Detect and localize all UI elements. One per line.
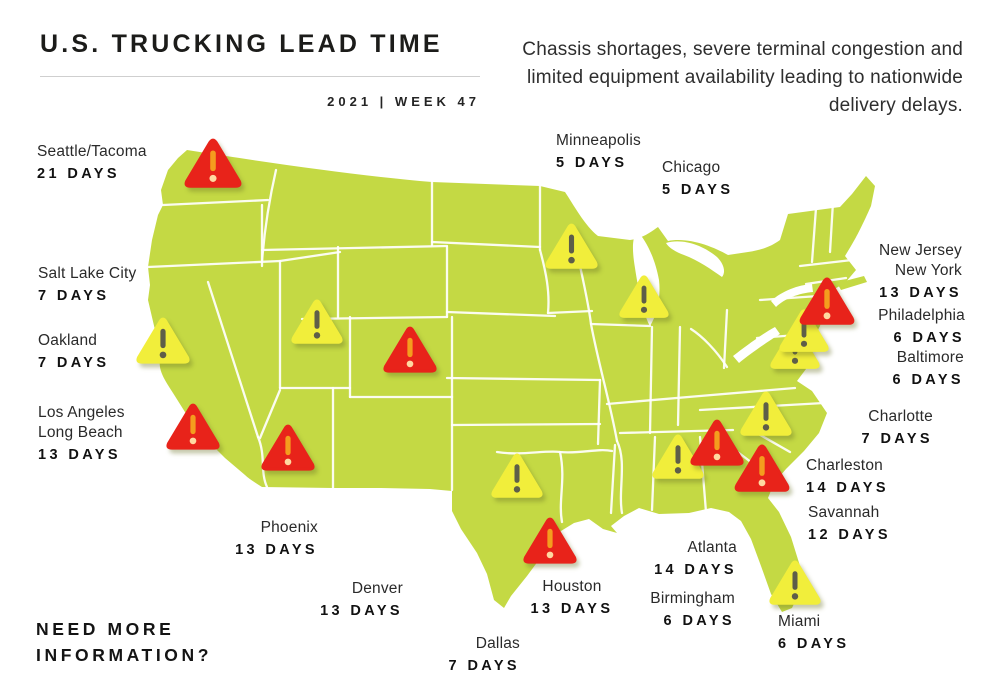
warning-marker-charlotte-yellow [740,390,792,437]
warning-marker-denver-red [383,325,437,374]
city-label-charleston: Charleston 14 DAYS [806,456,889,498]
footer-note-line1: NEED MORE [36,619,175,639]
city-name: Denver [351,580,403,597]
city-label-denver: Denver 13 DAYS [320,579,403,621]
city-label-baltimore: Baltimore 6 DAYS [893,348,964,390]
warning-marker-atlanta-red [690,418,744,467]
warning-marker-minneapolis-yellow [544,222,598,270]
lead-time-days: 6 DAYS [663,613,735,629]
lead-time-days: 5 DAYS [662,182,734,198]
footer-note: NEED MORE INFORMATION? [36,616,212,668]
warning-marker-houston-red [523,516,577,565]
state-borders [146,168,854,524]
lead-time-days: 7 DAYS [38,288,110,304]
city-label-houston: Houston 13 DAYS [462,577,682,619]
city-label-new-jersey-new-york: New Jersey New York 13 DAYS [879,241,962,303]
city-name: Charlotte [868,408,933,425]
lake-erie [733,327,780,363]
city-label-phoenix: Phoenix 13 DAYS [235,518,318,560]
lead-time-days: 7 DAYS [38,355,110,371]
lake-huron [666,241,725,277]
city-label-philadelphia: Philadelphia 6 DAYS [878,306,965,348]
lead-time-days: 12 DAYS [808,527,891,543]
warning-marker-oakland-yellow [136,316,190,365]
lead-time-days: 6 DAYS [892,372,964,388]
warning-marker-new-jersey-new-york-red [799,276,855,326]
city-label-seattle-tacoma: Seattle/Tacoma 21 DAYS [37,142,147,184]
city-name: Chicago [662,159,721,176]
city-name: Oakland [38,332,98,349]
warning-marker-dallas-yellow [491,452,543,499]
lead-time-days: 21 DAYS [37,166,120,182]
page-title: U.S. TRUCKING LEAD TIME [40,30,443,58]
city-name: Phoenix [260,519,318,536]
city-name: Los Angeles [38,404,125,421]
city-name: Long Beach [38,424,123,441]
city-name: Houston [542,578,602,595]
lead-time-days: 6 DAYS [778,636,850,652]
warning-marker-salt-lake-city-yellow [291,298,343,345]
city-name: Miami [778,613,821,630]
warning-marker-los-angeles-long-beach-red [166,402,220,451]
warning-marker-phoenix-red [261,423,315,472]
lead-time-days: 13 DAYS [879,285,962,301]
city-name: New Jersey [879,242,962,259]
city-label-birmingham: Birmingham 6 DAYS [650,589,735,631]
city-label-dallas: Dallas 7 DAYS [449,634,520,676]
title-divider [40,76,480,77]
city-name: Minneapolis [556,132,641,149]
summary-text: Chassis shortages, severe terminal conge… [522,39,963,116]
city-label-los-angeles-long-beach: Los Angeles Long Beach 13 DAYS [38,403,125,465]
lead-time-days: 13 DAYS [320,603,403,619]
city-name: Atlanta [687,539,737,556]
city-label-oakland: Oakland 7 DAYS [38,331,109,373]
city-label-savannah: Savannah 12 DAYS [808,503,891,545]
lead-time-days: 14 DAYS [806,480,889,496]
lake-ontario [771,284,813,307]
warning-marker-birmingham-yellow [652,433,704,480]
report-period: 2021 | WEEK 47 [327,94,480,109]
city-label-charlotte: Charlotte 7 DAYS [862,407,933,449]
long-island [837,276,867,290]
city-label-chicago: Chicago 5 DAYS [662,158,733,200]
lead-time-days: 13 DAYS [530,601,614,617]
city-name: Birmingham [650,590,735,607]
city-name: Salt Lake City [38,265,137,282]
city-name: Savannah [808,504,880,521]
city-name: Baltimore [896,349,964,366]
city-name: Seattle/Tacoma [37,143,147,160]
city-label-miami: Miami 6 DAYS [778,612,849,654]
lead-time-days: 5 DAYS [556,155,628,171]
city-label-minneapolis: Minneapolis 5 DAYS [556,131,641,173]
lead-time-days: 14 DAYS [654,562,737,578]
warning-marker-miami-yellow [769,559,821,606]
us-landmass [148,150,875,612]
lead-time-days: 13 DAYS [38,447,121,463]
city-name: Dallas [475,635,520,652]
warning-marker-chicago-yellow [619,274,669,319]
city-name: Charleston [806,457,883,474]
warning-marker-seattle-tacoma-red [184,137,242,189]
city-label-salt-lake-city: Salt Lake City 7 DAYS [38,264,136,306]
lead-time-days: 6 DAYS [893,330,965,346]
footer-note-line2: INFORMATION? [36,645,213,665]
lead-time-days: 7 DAYS [861,431,933,447]
city-name: Philadelphia [878,307,965,324]
city-label-atlanta: Atlanta 14 DAYS [654,538,737,580]
city-name: New York [894,262,962,279]
lead-time-days: 7 DAYS [448,658,520,674]
lead-time-days: 13 DAYS [235,542,318,558]
warning-marker-charleston-red [734,443,790,493]
